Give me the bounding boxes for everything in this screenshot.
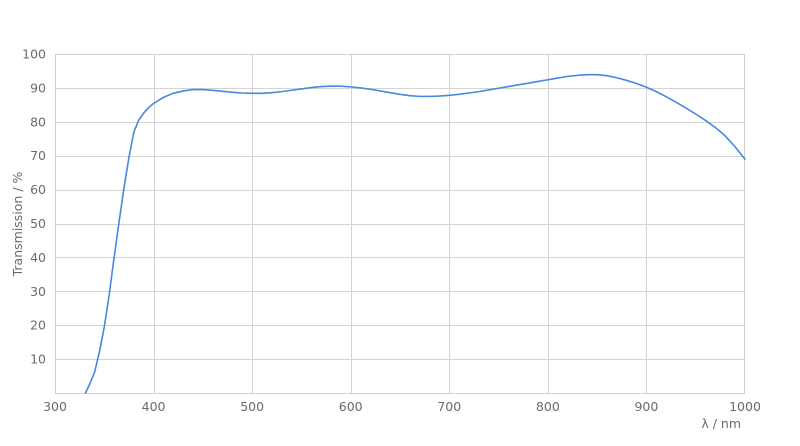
y-tick-label-90: 90 (30, 80, 46, 95)
y-tick-label-50: 50 (30, 216, 46, 231)
vertical-gridlines (154, 54, 647, 393)
x-axis-title: λ / nm (701, 416, 741, 431)
x-tick-label-900: 900 (634, 399, 658, 414)
transmission-curve (84, 73, 746, 394)
x-tick-label-600: 600 (339, 399, 363, 414)
y-tick-label-30: 30 (30, 284, 46, 299)
y-axis-tick-labels: 10 20 30 40 50 60 70 80 90 100 (22, 47, 46, 367)
x-axis-tick-labels: 300 400 500 600 700 800 900 1000 (43, 399, 761, 414)
y-tick-label-10: 10 (30, 352, 46, 367)
y-axis-title: Transmission / % (10, 171, 25, 277)
y-tick-label-100: 100 (22, 47, 46, 62)
x-tick-label-400: 400 (142, 399, 166, 414)
x-tick-label-300: 300 (43, 399, 67, 414)
y-tick-label-40: 40 (30, 250, 46, 265)
y-tick-label-70: 70 (30, 148, 46, 163)
x-tick-label-800: 800 (536, 399, 560, 414)
y-tick-label-20: 20 (30, 318, 46, 333)
x-tick-label-1000: 1000 (729, 399, 761, 414)
y-tick-label-60: 60 (30, 182, 46, 197)
x-tick-label-500: 500 (240, 399, 264, 414)
y-tick-label-80: 80 (30, 114, 46, 129)
x-tick-label-700: 700 (437, 399, 461, 414)
